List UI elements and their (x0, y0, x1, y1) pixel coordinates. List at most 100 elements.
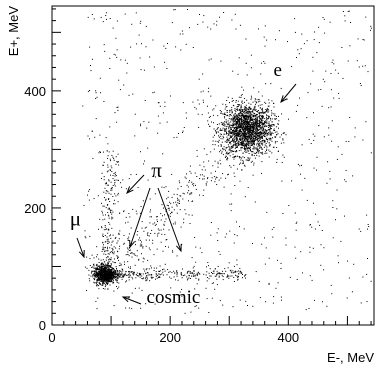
data-point (203, 161, 205, 163)
data-point (226, 123, 228, 125)
data-point (260, 141, 261, 143)
data-point (153, 91, 155, 93)
data-point (229, 102, 230, 104)
data-point (229, 136, 231, 138)
data-point (101, 262, 103, 264)
data-point (134, 253, 136, 255)
data-point (370, 27, 372, 29)
data-point (117, 161, 119, 162)
data-point (266, 109, 267, 111)
data-point (116, 255, 118, 257)
data-point (216, 232, 218, 234)
data-point (105, 263, 107, 265)
data-point (147, 179, 149, 181)
data-point (111, 167, 113, 169)
data-point (109, 272, 110, 274)
data-point (259, 134, 261, 136)
data-point (89, 189, 91, 191)
data-point (91, 58, 93, 60)
data-point (209, 125, 211, 127)
data-point (220, 163, 222, 165)
y-tick-label: 400 (24, 84, 46, 99)
data-point (104, 235, 106, 236)
data-point (214, 129, 216, 131)
data-point (205, 184, 207, 186)
data-point (258, 141, 259, 143)
data-point (236, 121, 237, 122)
data-point (258, 28, 259, 30)
data-point (259, 123, 261, 125)
data-point (277, 282, 279, 284)
data-point (244, 124, 246, 125)
data-point (268, 99, 270, 101)
data-point (235, 115, 237, 117)
data-point (234, 142, 236, 144)
data-point (245, 137, 247, 139)
data-point (254, 129, 256, 131)
data-point (91, 266, 93, 268)
data-point (237, 127, 239, 129)
data-point (239, 267, 241, 269)
data-point (253, 155, 255, 157)
scatter-points (82, 9, 372, 314)
data-point (316, 52, 318, 54)
data-point (128, 276, 130, 278)
data-point (103, 265, 105, 267)
data-point (281, 113, 283, 115)
data-point (231, 150, 233, 152)
data-point (253, 162, 255, 164)
data-point (244, 125, 246, 127)
data-point (99, 77, 101, 79)
data-point (282, 138, 284, 140)
data-point (105, 277, 107, 279)
data-point (268, 105, 270, 107)
data-point (239, 270, 241, 272)
data-point (149, 249, 151, 251)
data-point (215, 131, 217, 133)
data-point (102, 263, 104, 265)
data-point (268, 282, 270, 284)
data-point (273, 146, 275, 148)
data-point (241, 162, 243, 164)
data-point (103, 276, 105, 278)
data-point (215, 132, 217, 133)
data-point (307, 92, 309, 94)
data-point (113, 271, 115, 273)
data-point (107, 208, 109, 210)
data-point (128, 213, 130, 214)
data-point (354, 127, 356, 129)
data-point (345, 140, 347, 142)
data-point (104, 183, 106, 185)
data-point (239, 129, 241, 131)
data-point (269, 144, 271, 145)
data-point (112, 185, 114, 186)
data-point (250, 134, 252, 136)
data-point (263, 36, 265, 38)
data-point (213, 108, 215, 110)
data-point (258, 116, 260, 118)
data-point (96, 285, 98, 287)
data-point (235, 101, 237, 103)
data-point (241, 119, 243, 120)
data-point (239, 115, 241, 117)
data-point (223, 273, 225, 275)
data-point (233, 138, 235, 140)
data-point (119, 276, 121, 278)
data-point (133, 273, 135, 274)
data-point (248, 150, 250, 152)
data-point (239, 115, 241, 117)
data-point (271, 128, 272, 130)
data-point (344, 179, 346, 181)
data-point (269, 128, 271, 130)
data-point (236, 235, 238, 237)
data-point (102, 272, 104, 274)
data-point (222, 173, 224, 175)
data-point (244, 110, 246, 112)
data-point (107, 166, 109, 168)
data-point (218, 272, 220, 274)
data-point (249, 128, 251, 130)
data-point (237, 135, 238, 136)
data-point (244, 121, 245, 123)
data-point (159, 270, 161, 272)
data-point (203, 15, 205, 17)
